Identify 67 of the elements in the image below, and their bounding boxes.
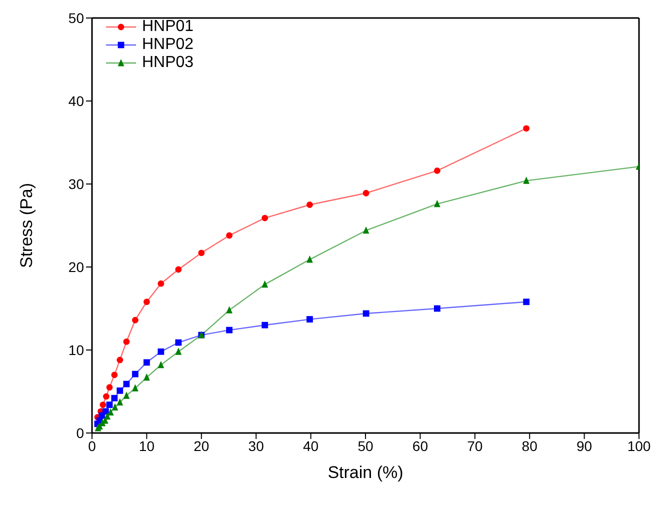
point <box>158 280 164 287</box>
point <box>116 398 124 406</box>
point <box>144 298 150 306</box>
point <box>198 250 205 256</box>
point <box>523 298 530 306</box>
point <box>262 280 268 288</box>
point <box>103 393 110 400</box>
point <box>132 316 138 324</box>
point <box>306 202 313 208</box>
point <box>306 316 313 322</box>
point <box>104 412 111 420</box>
point <box>111 372 118 378</box>
x-tick-label: 40 <box>303 438 319 454</box>
point <box>100 402 106 408</box>
legend-label: HNP03 <box>142 54 194 72</box>
legend-label: HNP02 <box>142 36 194 54</box>
point <box>132 370 138 378</box>
y-tick-label: 30 <box>68 176 84 192</box>
point <box>434 200 440 208</box>
y-tick-label: 10 <box>68 342 84 358</box>
point <box>262 322 268 328</box>
y-tick-label: 50 <box>68 10 84 26</box>
x-tick-label: 20 <box>194 438 210 454</box>
y-axis-title: Stress (Pa) <box>17 182 36 268</box>
point <box>116 356 124 364</box>
point <box>132 384 138 392</box>
point <box>158 360 164 368</box>
x-tick-label: 100 <box>627 438 651 454</box>
point <box>226 232 232 239</box>
point <box>112 403 118 410</box>
point <box>123 338 130 345</box>
point <box>523 176 530 184</box>
x-tick-label: 10 <box>138 438 155 454</box>
y-tick-label: 0 <box>76 424 84 441</box>
point <box>116 387 124 394</box>
x-tick-label: 90 <box>576 438 592 454</box>
point <box>434 305 440 312</box>
point <box>362 190 370 196</box>
point <box>434 168 440 174</box>
point <box>523 125 530 132</box>
point <box>102 408 109 415</box>
x-tick-label: 0 <box>88 438 96 454</box>
point <box>107 408 114 416</box>
point <box>306 256 313 263</box>
x-tick-label: 30 <box>248 438 264 454</box>
legend-label: HNP01 <box>142 18 194 36</box>
y-tick-label: 20 <box>68 258 84 275</box>
point <box>175 348 182 355</box>
point <box>226 306 232 314</box>
point <box>144 373 150 381</box>
point <box>262 214 268 222</box>
point <box>175 266 182 273</box>
point <box>226 326 232 334</box>
point <box>158 348 164 355</box>
x-tick-label: 50 <box>358 438 374 454</box>
x-tick-label: 60 <box>412 438 428 454</box>
point <box>111 394 118 402</box>
x-axis-title: Strain (%) <box>328 463 404 482</box>
x-tick-label: 70 <box>467 438 483 454</box>
point <box>106 384 113 391</box>
point <box>123 392 130 399</box>
point <box>144 359 150 366</box>
point <box>362 226 370 234</box>
y-tick-label: 40 <box>68 92 84 109</box>
x-tick-label: 80 <box>522 438 538 454</box>
point <box>175 339 182 346</box>
point <box>106 402 113 408</box>
